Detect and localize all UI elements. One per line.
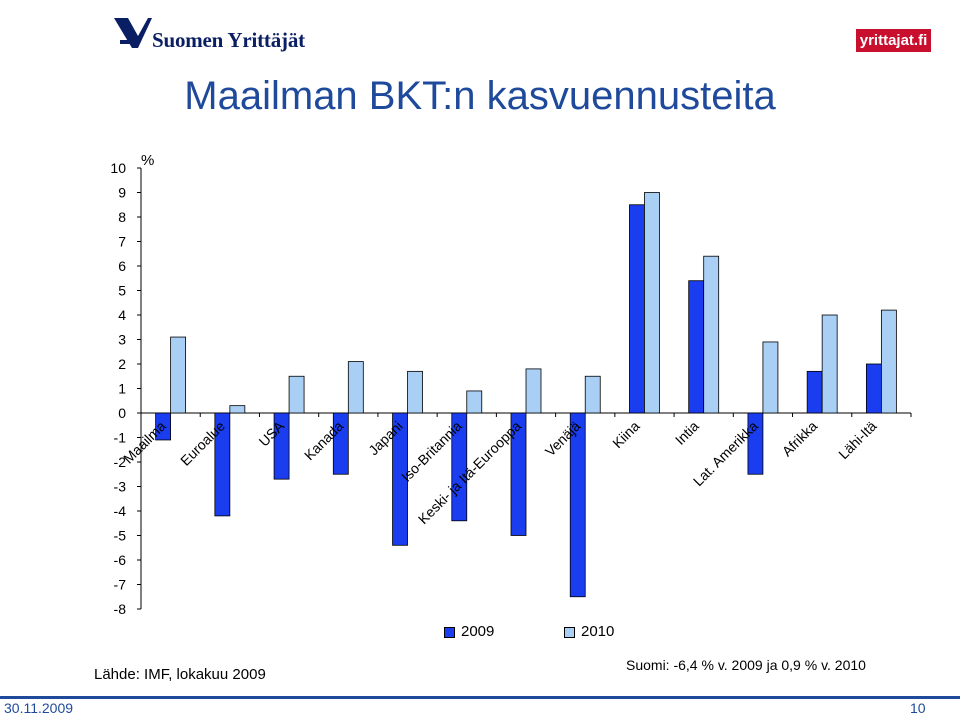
legend-label-2010: 2010 bbox=[581, 623, 615, 640]
bar-2009-8 bbox=[629, 204, 645, 414]
y-tick-label: -7 bbox=[114, 577, 127, 593]
legend-item-2010: 2010 bbox=[564, 623, 614, 640]
y-tick-label: 8 bbox=[118, 209, 126, 225]
bar-2010-0 bbox=[170, 336, 187, 414]
y-tick-label: 10 bbox=[110, 160, 126, 176]
bar-2010-1 bbox=[229, 405, 246, 414]
y-tick-label: 9 bbox=[118, 185, 126, 201]
bar-2009-1 bbox=[214, 412, 231, 517]
y-tick-label: 5 bbox=[118, 283, 126, 299]
footer-divider bbox=[0, 696, 960, 699]
bar-2009-4 bbox=[392, 412, 408, 546]
bar-2009-12 bbox=[865, 363, 882, 414]
y-axis-label: % bbox=[141, 152, 154, 169]
bar-2010-6 bbox=[525, 368, 542, 414]
y-tick-label: 1 bbox=[118, 381, 126, 397]
bar-2010-8 bbox=[644, 192, 660, 414]
bar-2010-9 bbox=[703, 255, 720, 414]
logo-text: Suomen Yrittäjät bbox=[152, 28, 305, 52]
bar-2010-5 bbox=[466, 390, 483, 414]
y-tick-label: -8 bbox=[114, 601, 127, 617]
category-label: Maailma bbox=[120, 418, 169, 467]
y-tick-label: 3 bbox=[118, 332, 126, 348]
category-label: Afrikka bbox=[779, 418, 821, 460]
y-tick-label: -5 bbox=[114, 528, 127, 544]
category-label: Intia bbox=[672, 418, 702, 448]
category-label: Lähi-Itä bbox=[835, 418, 879, 462]
slide-title: Maailman BKT:n kasvuennusteita bbox=[184, 74, 776, 118]
bar-2009-3 bbox=[332, 412, 349, 475]
bar-2009-6 bbox=[510, 412, 527, 536]
bar-2010-10 bbox=[762, 341, 779, 414]
bar-2009-11 bbox=[806, 370, 823, 414]
bar-2009-10 bbox=[747, 412, 764, 475]
y-tick-label: 2 bbox=[118, 356, 126, 372]
yrittajat-fi-badge[interactable]: yrittajat.fi bbox=[856, 29, 931, 52]
y-tick-label: -4 bbox=[114, 503, 127, 519]
category-label: Kiina bbox=[609, 418, 642, 451]
legend-swatch-2009 bbox=[444, 626, 455, 638]
page-number: 10 bbox=[910, 700, 926, 716]
bar-2010-11 bbox=[821, 314, 838, 414]
legend-item-2009: 2009 bbox=[444, 623, 494, 640]
bar-2009-9 bbox=[688, 280, 705, 414]
bar-2009-7 bbox=[569, 412, 586, 598]
y-tick-label: -1 bbox=[114, 430, 127, 446]
footer-date: 30.11.2009 bbox=[4, 700, 74, 716]
y-tick-label: 0 bbox=[118, 405, 126, 421]
bar-2010-3 bbox=[347, 361, 364, 414]
bar-2009-5 bbox=[451, 412, 468, 522]
y-tick-label: -6 bbox=[114, 552, 127, 568]
y-tick-label: 6 bbox=[118, 258, 126, 274]
legend-swatch-2010 bbox=[564, 626, 575, 638]
bar-2010-7 bbox=[584, 375, 601, 414]
bar-2009-0 bbox=[155, 412, 172, 441]
y-tick-label: 4 bbox=[118, 307, 126, 323]
bar-2010-2 bbox=[288, 375, 305, 414]
bar-2010-4 bbox=[407, 370, 423, 414]
logo-mark-icon bbox=[114, 18, 152, 48]
suomen-yrittajat-logo: Suomen Yrittäjät bbox=[112, 14, 312, 58]
bar-2010-12 bbox=[880, 309, 897, 414]
y-tick-label: -2 bbox=[114, 454, 127, 470]
legend-label-2009: 2009 bbox=[461, 623, 495, 640]
category-label: Keski- ja Itä-Eurooppa bbox=[415, 418, 524, 527]
source-text: Lähde: IMF, lokakuu 2009 bbox=[94, 666, 266, 683]
y-tick-label: 7 bbox=[118, 234, 126, 250]
y-tick-label: -3 bbox=[114, 479, 127, 495]
bar-2009-2 bbox=[273, 412, 290, 480]
finland-note: Suomi: -6,4 % v. 2009 ja 0,9 % v. 2010 bbox=[626, 657, 866, 673]
